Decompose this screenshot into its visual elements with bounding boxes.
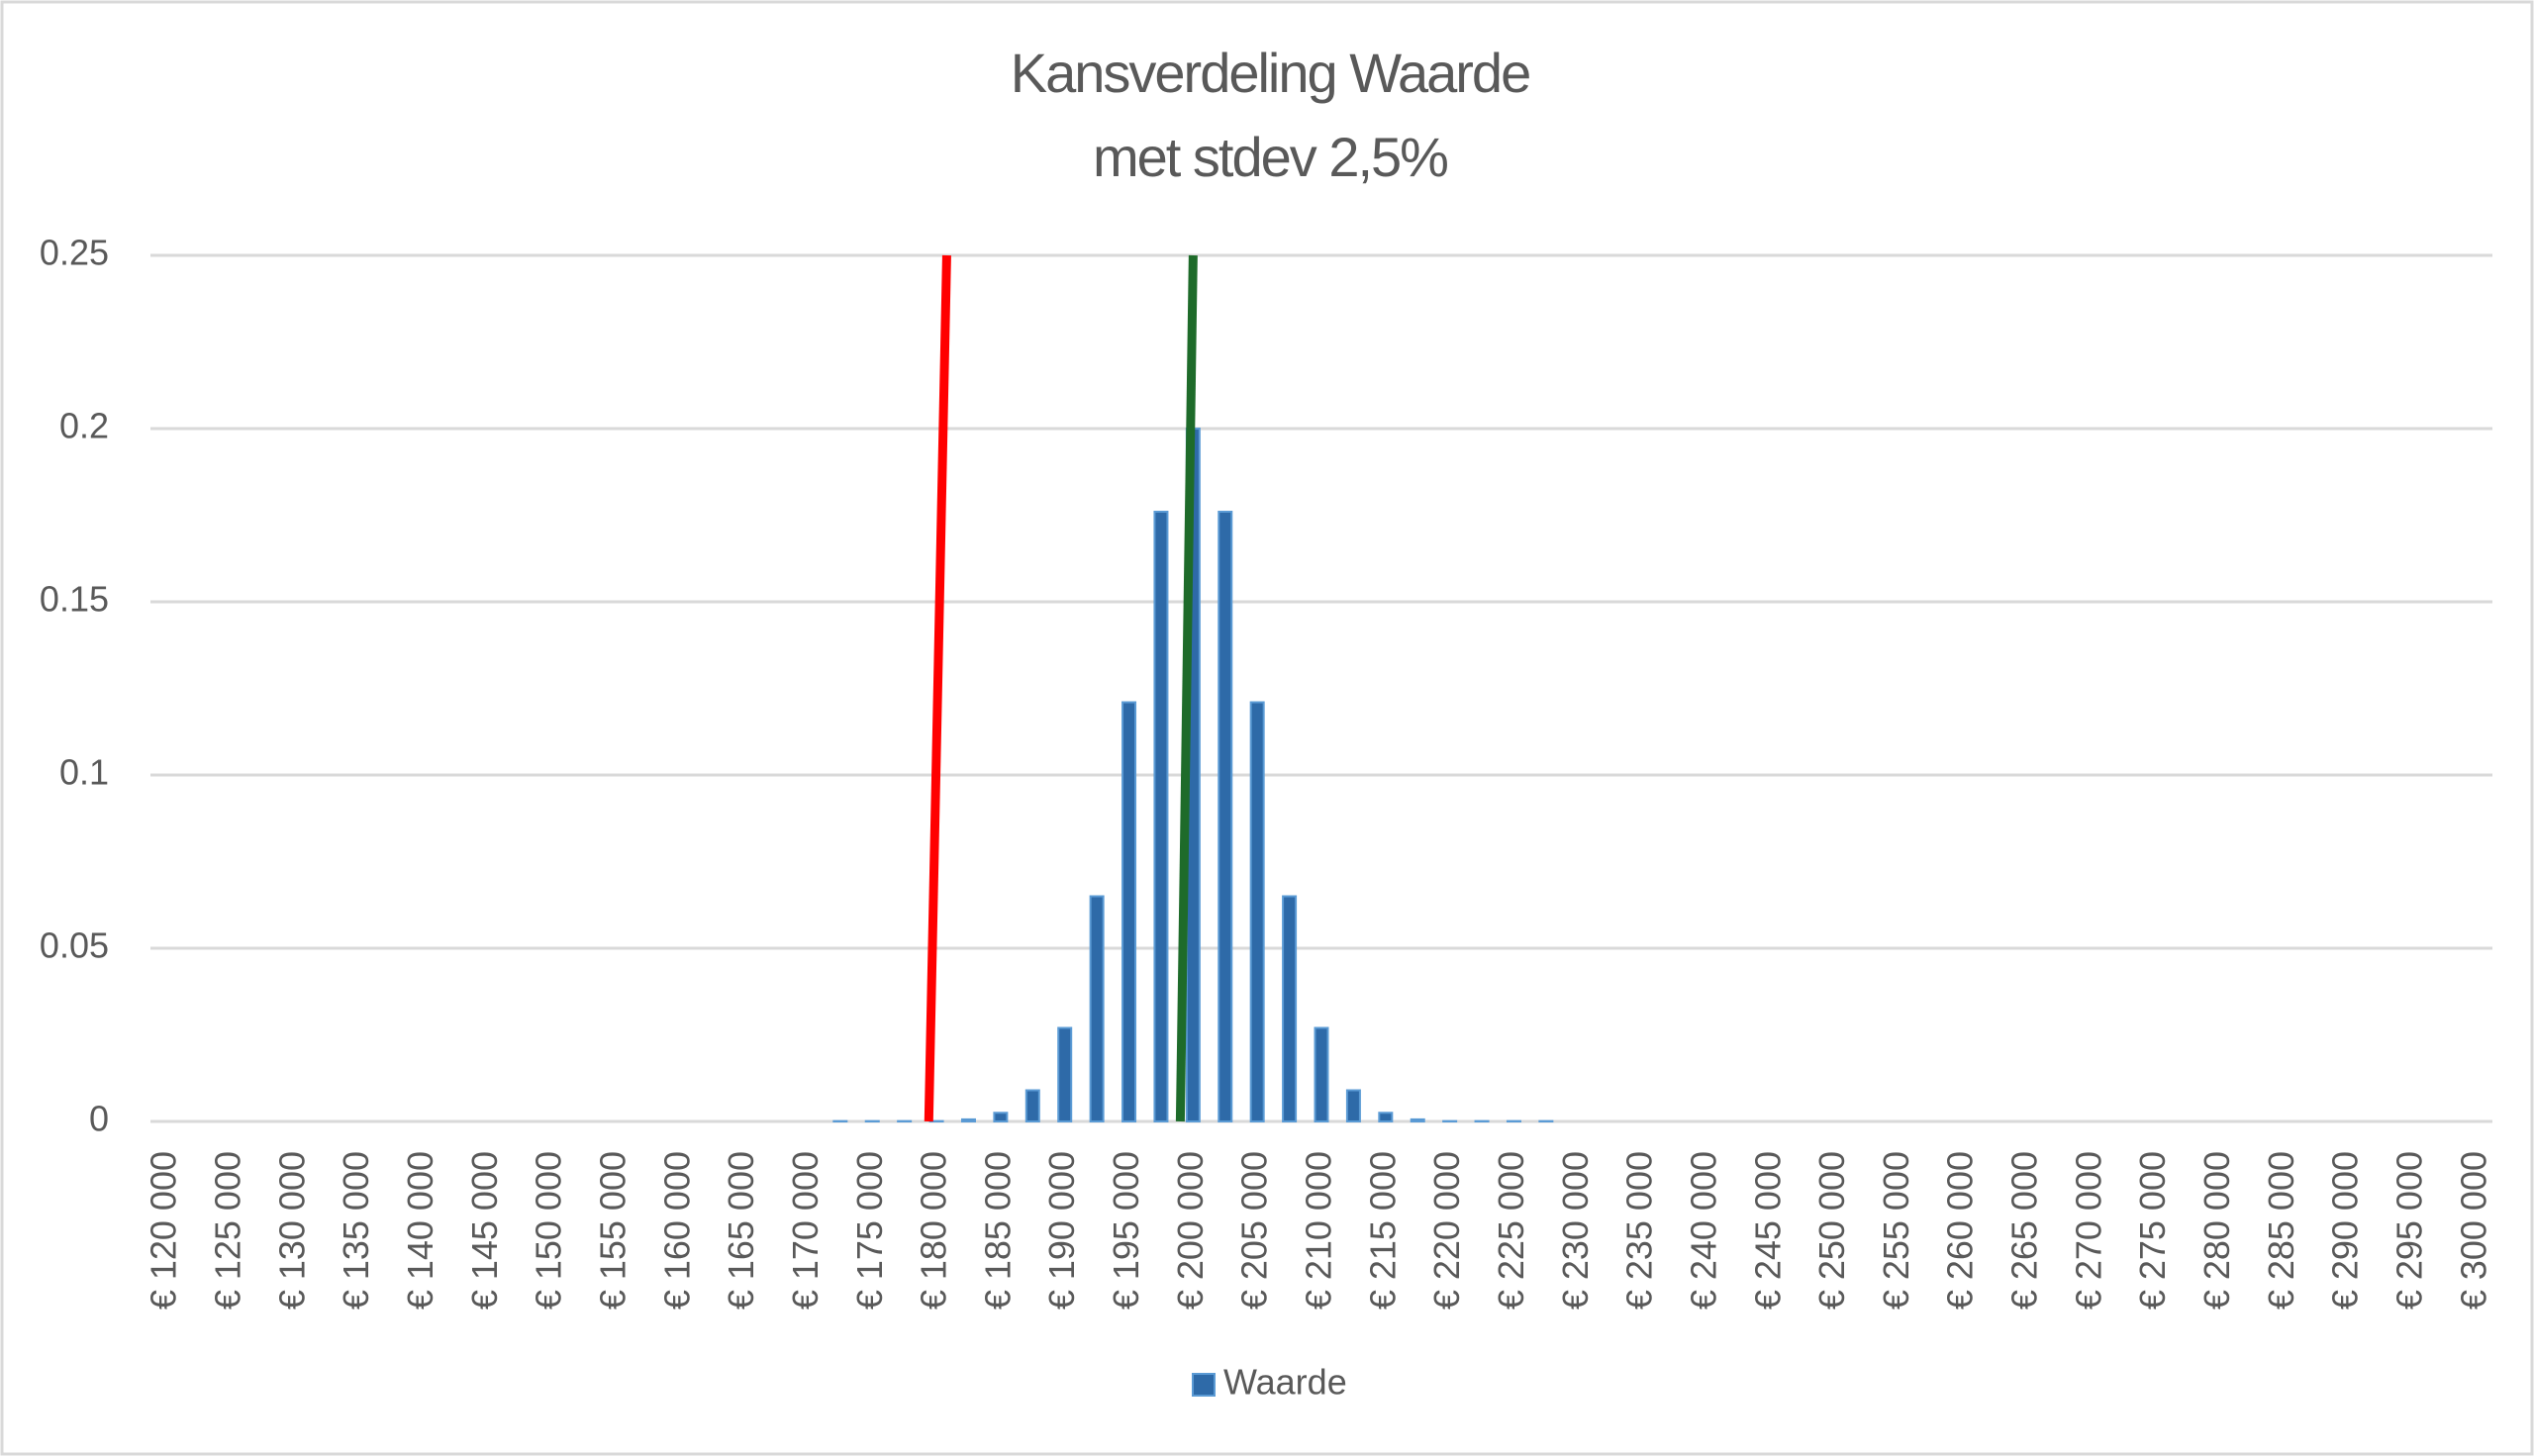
x-tick-label: € 165 000 (721, 1151, 761, 1310)
x-tick-label: € 210 000 (1299, 1151, 1339, 1310)
x-tick-label: € 150 000 (529, 1151, 569, 1310)
x-tick-label: € 120 000 (144, 1151, 184, 1310)
bar (1378, 1112, 1394, 1122)
x-tick-label: € 265 000 (2004, 1151, 2045, 1310)
bar (1282, 895, 1298, 1122)
legend-swatch (1192, 1373, 1216, 1397)
marker-line (1175, 254, 1198, 1122)
x-tick-label: € 250 000 (1811, 1151, 1852, 1310)
x-tick-label: € 200 000 (1170, 1151, 1211, 1310)
bar (1153, 511, 1169, 1122)
y-tick-label: 0 (89, 1099, 109, 1139)
bar (1314, 1026, 1329, 1122)
x-tick-label: € 245 000 (1747, 1151, 1788, 1310)
bar (1057, 1026, 1073, 1122)
x-tick-label: € 170 000 (785, 1151, 826, 1310)
bar (1345, 1089, 1361, 1122)
bar (1121, 701, 1137, 1122)
x-tick-label: € 235 000 (1619, 1151, 1660, 1310)
x-tick-label: € 180 000 (914, 1151, 954, 1310)
y-tick-label: 0.15 (40, 579, 109, 620)
y-tick-label: 0.1 (59, 752, 109, 793)
x-tick-label: € 135 000 (336, 1151, 376, 1310)
x-tick-label: € 300 000 (2453, 1151, 2493, 1310)
x-tick-label: € 130 000 (271, 1151, 312, 1310)
chart-title: Kansverdeling Waarde (1011, 42, 1529, 104)
bar (1410, 1117, 1425, 1123)
x-tick-label: € 155 000 (592, 1151, 633, 1310)
chart-subtitle: met stdev 2,5% (1093, 126, 1447, 188)
x-tick-label: € 185 000 (977, 1151, 1018, 1310)
legend-label: Waarde (1223, 1362, 1347, 1403)
marker-line (924, 254, 951, 1122)
y-tick-label: 0.2 (59, 406, 109, 446)
bar (1218, 511, 1233, 1122)
x-tick-label: € 160 000 (656, 1151, 697, 1310)
x-tick-label: € 255 000 (1876, 1151, 1916, 1310)
bar (1089, 895, 1105, 1122)
x-tick-label: € 145 000 (464, 1151, 505, 1310)
x-tick-label: € 290 000 (2325, 1151, 2366, 1310)
x-tick-label: € 195 000 (1106, 1151, 1146, 1310)
x-tick-label: € 220 000 (1426, 1151, 1467, 1310)
x-tick-label: € 260 000 (1940, 1151, 1981, 1310)
bar (993, 1112, 1009, 1122)
x-tick-label: € 175 000 (849, 1151, 890, 1310)
bar (1249, 701, 1265, 1122)
bar (1024, 1089, 1040, 1122)
x-tick-label: € 225 000 (1491, 1151, 1531, 1310)
x-tick-label: € 285 000 (2261, 1151, 2301, 1310)
y-tick-label: 0.05 (40, 925, 109, 966)
x-tick-label: € 295 000 (2388, 1151, 2429, 1310)
x-tick-label: € 140 000 (400, 1151, 440, 1310)
x-tick-label: € 275 000 (2132, 1151, 2173, 1310)
x-tick-label: € 190 000 (1041, 1151, 1082, 1310)
x-tick-label: € 125 000 (208, 1151, 248, 1310)
x-tick-label: € 215 000 (1362, 1151, 1403, 1310)
bar (960, 1117, 976, 1123)
x-tick-label: € 240 000 (1683, 1151, 1723, 1310)
y-tick-label: 0.25 (40, 233, 109, 273)
x-tick-label: € 270 000 (2068, 1151, 2108, 1310)
x-tick-label: € 205 000 (1234, 1151, 1275, 1310)
x-tick-label: € 280 000 (2196, 1151, 2237, 1310)
x-tick-label: € 230 000 (1555, 1151, 1596, 1310)
